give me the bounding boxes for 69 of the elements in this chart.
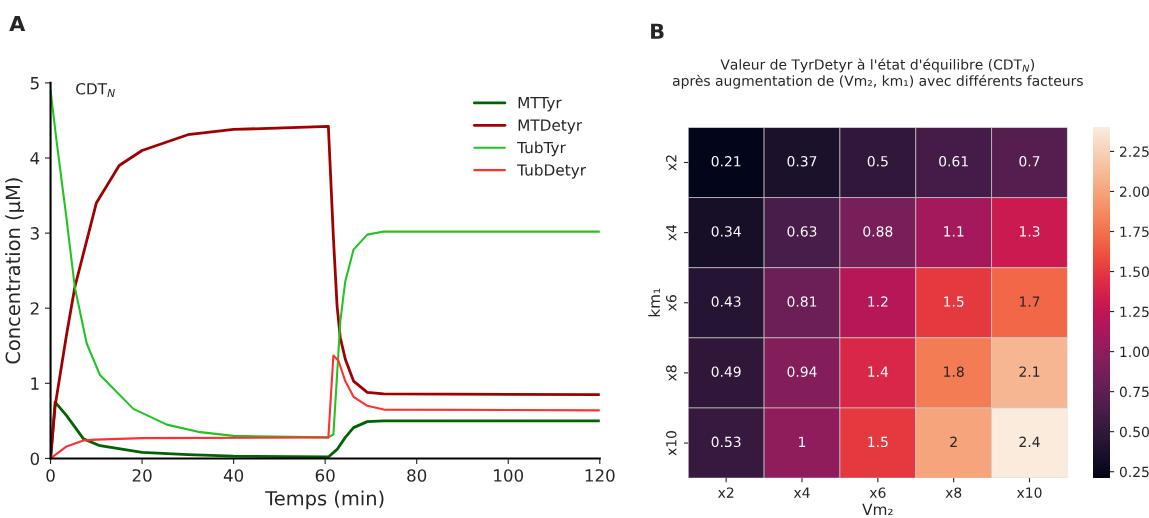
- y-tick-label: x10: [666, 431, 677, 456]
- x-axis-title: Temps (min): [265, 490, 384, 510]
- data-label: 1.2: [868, 296, 888, 307]
- color-bar-label: 1.50: [1120, 266, 1149, 278]
- data-label: 0.81: [787, 296, 817, 307]
- y-tick-label: x4: [666, 224, 677, 241]
- y-tick-label: 0: [30, 452, 40, 465]
- data-label: 1: [799, 436, 806, 447]
- data-label: 2.1: [1019, 366, 1040, 377]
- y-tick-label: 2: [30, 302, 39, 315]
- data-label: 0.49: [711, 366, 741, 377]
- data-label: 1.8: [944, 366, 964, 377]
- chart-title: Valeur de TyrDetyr à l'état d'équilibre (CDT$_{N}$) après augmentation de (Vm₂, km₁) avec différents facteurs: [672, 58, 1083, 89]
- data-label: 0.7: [1019, 156, 1040, 167]
- x-tick-label: 60: [315, 469, 335, 482]
- color-bar-label: 0.75: [1119, 386, 1149, 398]
- data-label: 0.53: [711, 436, 741, 448]
- data-label: 0.61: [939, 156, 968, 167]
- data-label: 2.4: [1019, 436, 1040, 447]
- data-label: 2: [950, 436, 957, 447]
- y-tick-label: x8: [666, 365, 677, 382]
- x-tick-label: 100: [494, 469, 524, 482]
- data-label: 0.5: [867, 156, 888, 167]
- color-bar-label: 1.25: [1120, 306, 1149, 318]
- data-label: 1.5: [944, 296, 964, 307]
- text: A: [9, 15, 26, 32]
- data-label: 0.43: [711, 296, 741, 307]
- y-tick-label: x6: [666, 295, 677, 311]
- data-label: 0.34: [711, 226, 741, 237]
- data-label: 1.3: [1019, 226, 1040, 237]
- x-tick-label: 80: [407, 469, 427, 482]
- x-tick-label: 20: [132, 469, 152, 482]
- y-tick-label: x2: [666, 155, 677, 171]
- x-tick-label: x4: [793, 487, 810, 498]
- x-tick-label: 40: [223, 469, 244, 482]
- y-axis-title: km₁: [648, 288, 660, 317]
- legend-label: MTDetyr: [518, 119, 583, 134]
- color-bar-label: 1.75: [1120, 226, 1149, 237]
- y-tick-label: 3: [30, 227, 39, 240]
- data-label: 1.7: [1019, 296, 1040, 307]
- data-label: 1.5: [868, 436, 888, 448]
- text: B: [651, 23, 664, 39]
- color-bar-label: 1.00: [1120, 346, 1149, 358]
- y-tick-label: 1: [31, 377, 39, 390]
- x-tick-label: 0: [46, 469, 55, 482]
- color-bar-label: 0.25: [1119, 466, 1149, 478]
- data-label: 1.4: [868, 366, 889, 377]
- x-axis-title: Vm₂: [862, 503, 893, 516]
- data-label: 1.1: [944, 226, 964, 237]
- annotation: CDT$_{N}$: [76, 83, 115, 97]
- color-bar-label: 2.25: [1119, 146, 1149, 157]
- color-bar-label: 2.00: [1119, 186, 1149, 197]
- data-label: 0.94: [787, 366, 817, 377]
- x-tick-label: x8: [945, 487, 962, 498]
- x-tick-label: 120: [585, 469, 615, 482]
- legend-label: TubDetyr: [517, 163, 587, 179]
- legend-label: MTTyr: [518, 97, 562, 112]
- data-label: 0.63: [787, 226, 817, 237]
- color-bar-label: 0.50: [1119, 426, 1149, 438]
- x-tick-label: x2: [718, 487, 734, 498]
- x-tick-label: x6: [869, 487, 886, 498]
- x-tick-label: x10: [1016, 487, 1042, 498]
- data-label: 0.88: [863, 226, 893, 237]
- y-tick-label: 4: [30, 152, 40, 165]
- data-label: 0.37: [787, 156, 817, 167]
- y-axis-title: Concentration (µM): [5, 178, 24, 364]
- y-tick-label: 5: [30, 77, 39, 90]
- legend-label: TubTyr: [517, 141, 566, 157]
- data-label: 0.21: [711, 156, 741, 167]
